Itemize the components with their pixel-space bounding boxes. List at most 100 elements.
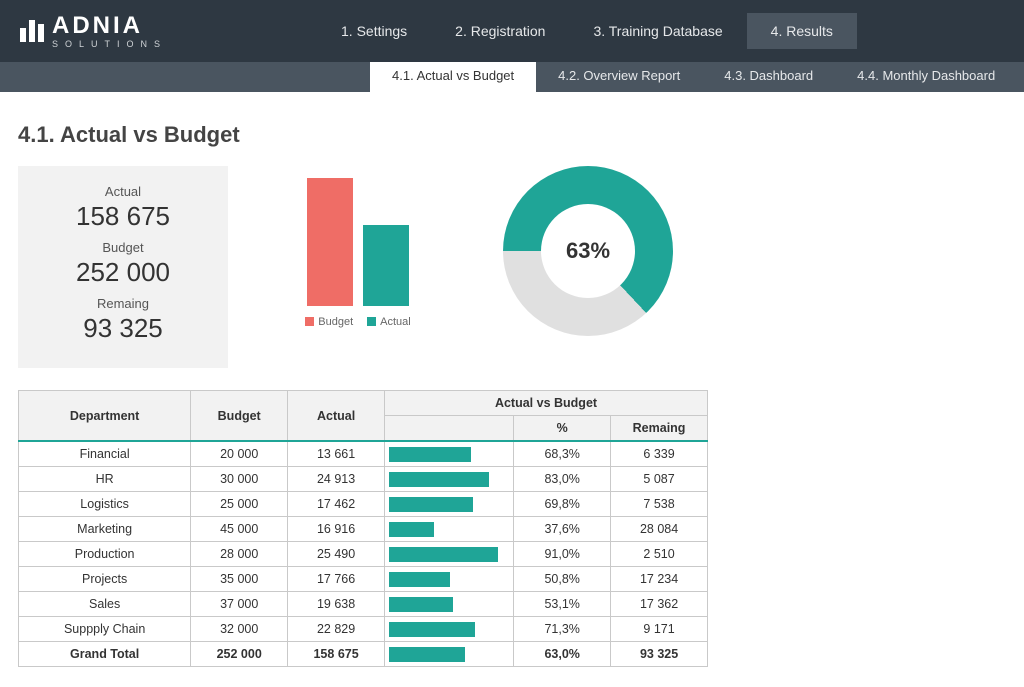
cell-budget: 30 000 bbox=[191, 467, 288, 492]
page-content: 4.1. Actual vs Budget Actual 158 675 Bud… bbox=[0, 92, 1024, 667]
table-row: Logistics25 00017 462 69,8%7 538 bbox=[19, 492, 708, 517]
table-row: Financial20 00013 661 68,3%6 339 bbox=[19, 441, 708, 467]
table-row: Suppply Chain32 00022 82971,3%9 171 bbox=[19, 617, 708, 642]
cell-remaining: 17 362 bbox=[611, 592, 708, 617]
bar-actual bbox=[363, 225, 409, 306]
subnav-tab-0[interactable]: 4.1. Actual vs Budget bbox=[370, 62, 536, 92]
cell-dept: Marketing bbox=[19, 517, 191, 542]
col-remaining: Remaing bbox=[611, 416, 708, 442]
sub-nav: 4.1. Actual vs Budget4.2. Overview Repor… bbox=[0, 62, 1024, 92]
cell-actual: 158 675 bbox=[288, 642, 385, 667]
cell-actual: 22 829 bbox=[288, 617, 385, 642]
cell-budget: 20 000 bbox=[191, 441, 288, 467]
subnav-tab-2[interactable]: 4.3. Dashboard bbox=[702, 62, 835, 92]
donut-chart: 63% bbox=[488, 166, 688, 336]
cell-remaining: 28 084 bbox=[611, 517, 708, 542]
cell-actual: 25 490 bbox=[288, 542, 385, 567]
mainnav-item-0[interactable]: 1. Settings bbox=[317, 13, 431, 49]
cell-bar bbox=[385, 542, 514, 567]
bar-chart-plot bbox=[288, 166, 428, 306]
donut-pct-label: 63% bbox=[566, 238, 610, 264]
table-head: Department Budget Actual Actual vs Budge… bbox=[19, 391, 708, 442]
table-row: HR30 00024 91383,0%5 087 bbox=[19, 467, 708, 492]
kpi-budget-value: 252 000 bbox=[18, 257, 228, 288]
cell-pct: 37,6% bbox=[514, 517, 611, 542]
cell-bar bbox=[385, 592, 514, 617]
cell-budget: 32 000 bbox=[191, 617, 288, 642]
mainnav-item-1[interactable]: 2. Registration bbox=[431, 13, 569, 49]
kpi-budget-label: Budget bbox=[18, 240, 228, 255]
subnav-tab-1[interactable]: 4.2. Overview Report bbox=[536, 62, 702, 92]
cell-dept: Suppply Chain bbox=[19, 617, 191, 642]
cell-dept: Logistics bbox=[19, 492, 191, 517]
brand-tagline: SOLUTIONS bbox=[52, 40, 167, 49]
cell-bar bbox=[385, 517, 514, 542]
main-nav: 1. Settings2. Registration3. Training Da… bbox=[317, 13, 857, 49]
data-table: Department Budget Actual Actual vs Budge… bbox=[18, 390, 708, 667]
cell-dept: Production bbox=[19, 542, 191, 567]
brand-logo: ADNIA SOLUTIONS bbox=[20, 14, 167, 49]
kpi-box: Actual 158 675 Budget 252 000 Remaing 93… bbox=[18, 166, 228, 368]
bar-chart: Budget Actual bbox=[258, 166, 458, 328]
cell-remaining: 6 339 bbox=[611, 441, 708, 467]
cell-bar bbox=[385, 617, 514, 642]
cell-remaining: 2 510 bbox=[611, 542, 708, 567]
table-body: Financial20 00013 66168,3%6 339HR30 0002… bbox=[19, 441, 708, 667]
cell-dept: Sales bbox=[19, 592, 191, 617]
donut-ring: 63% bbox=[503, 166, 673, 336]
cell-pct: 63,0% bbox=[514, 642, 611, 667]
legend-item-actual: Actual bbox=[367, 316, 411, 328]
cell-bar bbox=[385, 467, 514, 492]
cell-budget: 25 000 bbox=[191, 492, 288, 517]
brand-name: ADNIA bbox=[52, 14, 167, 38]
cell-budget: 45 000 bbox=[191, 517, 288, 542]
cell-remaining: 7 538 bbox=[611, 492, 708, 517]
cell-pct: 71,3% bbox=[514, 617, 611, 642]
kpi-remaining-value: 93 325 bbox=[18, 313, 228, 344]
table-row: Sales37 00019 638 53,1%17 362 bbox=[19, 592, 708, 617]
cell-pct: 50,8% bbox=[514, 567, 611, 592]
cell-remaining: 93 325 bbox=[611, 642, 708, 667]
subnav-tab-3[interactable]: 4.4. Monthly Dashboard bbox=[835, 62, 1017, 92]
cell-pct: 69,8% bbox=[514, 492, 611, 517]
cell-dept: HR bbox=[19, 467, 191, 492]
cell-actual: 17 766 bbox=[288, 567, 385, 592]
cell-actual: 13 661 bbox=[288, 441, 385, 467]
col-bar bbox=[385, 416, 514, 442]
cell-dept: Grand Total bbox=[19, 642, 191, 667]
donut-center: 63% bbox=[541, 204, 635, 298]
table-row-grand-total: Grand Total252 000158 675 63,0%93 325 bbox=[19, 642, 708, 667]
cell-bar bbox=[385, 642, 514, 667]
cell-bar bbox=[385, 441, 514, 467]
brand-logo-icon bbox=[20, 20, 44, 42]
table-row: Projects35 00017 76650,8%17 234 bbox=[19, 567, 708, 592]
cell-pct: 83,0% bbox=[514, 467, 611, 492]
cell-dept: Financial bbox=[19, 441, 191, 467]
table-row: Marketing45 00016 91637,6%28 084 bbox=[19, 517, 708, 542]
col-budget: Budget bbox=[191, 391, 288, 442]
cell-pct: 53,1% bbox=[514, 592, 611, 617]
cell-budget: 37 000 bbox=[191, 592, 288, 617]
cell-budget: 252 000 bbox=[191, 642, 288, 667]
kpi-actual-value: 158 675 bbox=[18, 201, 228, 232]
cell-bar bbox=[385, 567, 514, 592]
cell-actual: 17 462 bbox=[288, 492, 385, 517]
cell-pct: 68,3% bbox=[514, 441, 611, 467]
cell-actual: 19 638 bbox=[288, 592, 385, 617]
kpi-remaining-label: Remaing bbox=[18, 296, 228, 311]
mainnav-item-2[interactable]: 3. Training Database bbox=[569, 13, 746, 49]
table-row: Production28 00025 490 91,0%2 510 bbox=[19, 542, 708, 567]
col-actual: Actual bbox=[288, 391, 385, 442]
cell-budget: 35 000 bbox=[191, 567, 288, 592]
bar-budget bbox=[307, 178, 353, 306]
cell-budget: 28 000 bbox=[191, 542, 288, 567]
cell-pct: 91,0% bbox=[514, 542, 611, 567]
page-title: 4.1. Actual vs Budget bbox=[18, 122, 1006, 148]
cell-remaining: 17 234 bbox=[611, 567, 708, 592]
cell-remaining: 5 087 bbox=[611, 467, 708, 492]
legend-item-budget: Budget bbox=[305, 316, 353, 328]
col-group: Actual vs Budget bbox=[385, 391, 708, 416]
topbar: ADNIA SOLUTIONS 1. Settings2. Registrati… bbox=[0, 0, 1024, 62]
summary-row: Actual 158 675 Budget 252 000 Remaing 93… bbox=[18, 166, 1006, 368]
mainnav-item-3[interactable]: 4. Results bbox=[747, 13, 857, 49]
